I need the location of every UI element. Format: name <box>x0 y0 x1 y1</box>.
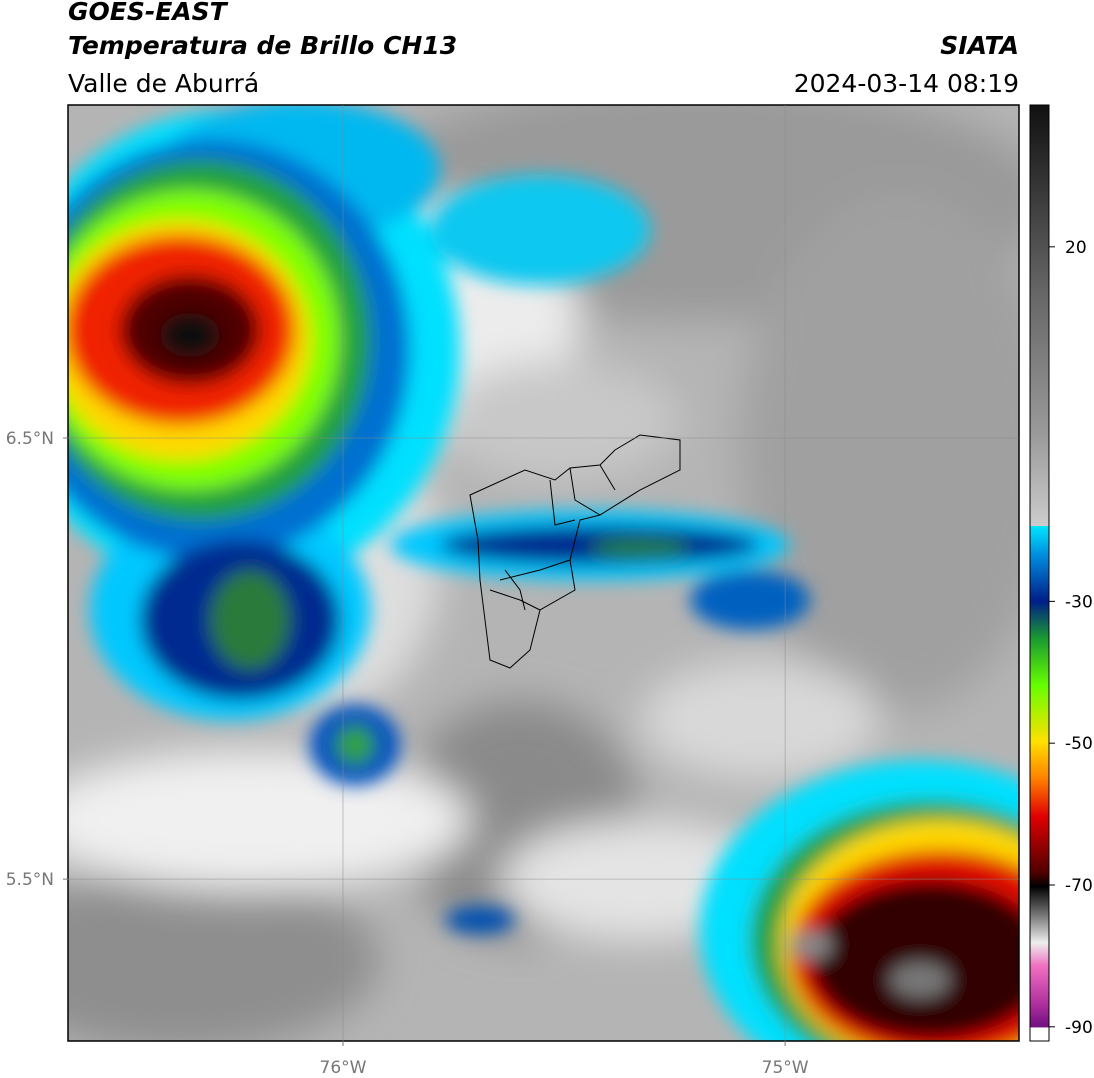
map-frame <box>67 104 1020 1042</box>
agency: SIATA <box>940 31 1019 60</box>
y-tick-label: 5.5°N <box>6 870 54 890</box>
x-tick-label: 75°W <box>762 1058 809 1078</box>
colorbar-tick-label: 20 <box>1065 238 1087 258</box>
product: Temperatura de Brillo CH13 <box>68 31 457 60</box>
colorbar-tick-label: -70 <box>1065 876 1093 896</box>
colorbar <box>1029 104 1050 1042</box>
satellite-image <box>68 105 1019 1041</box>
x-tick-label: 76°W <box>320 1058 367 1078</box>
colorbar-tick-label: -50 <box>1065 734 1093 754</box>
colorbar-tick-label: -90 <box>1065 1018 1093 1038</box>
municipality-borders <box>469 434 681 669</box>
satellite: GOES-EAST <box>68 0 229 26</box>
datetime: 2024-03-14 08:19 <box>794 69 1019 98</box>
region: Valle de Aburrá <box>68 69 259 98</box>
colorbar-tick-label: -30 <box>1065 592 1093 612</box>
y-tick-label: 6.5°N <box>6 429 54 449</box>
